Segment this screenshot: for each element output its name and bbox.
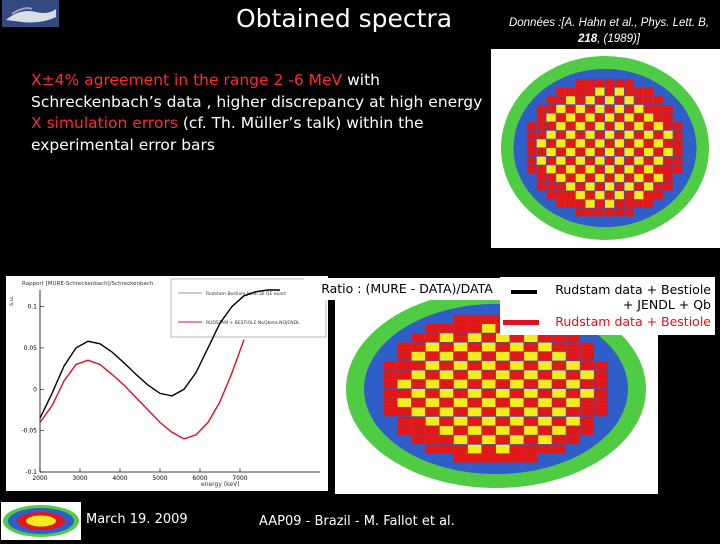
bullet-1: X±4% agreement in the range 2 -6 MeV wit…: [31, 70, 491, 113]
x-tick-label: 6000: [192, 475, 207, 482]
bullet-highlight: simulation errors: [46, 114, 178, 132]
chart-legend-entry-1: Rudstam Bestiole Jendl all QE exact: [206, 291, 286, 297]
x-tick-label: 2000: [32, 475, 47, 482]
x-tick-label: 4000: [112, 475, 127, 482]
y-tick-label: -0.1: [25, 469, 37, 476]
footer-text: AAP09 - Brazil - M. Fallot et al.: [259, 514, 455, 529]
legend-entry-2: Rudstam data + Bestiole: [555, 314, 711, 329]
legend-swatch-red: [503, 320, 539, 325]
reference-volume: 218: [577, 33, 598, 45]
plus-minus-symbol: ±: [41, 71, 55, 89]
legend-entry-1: Rudstam data + Bestiole + JENDL + Qb: [555, 282, 711, 312]
y-tick-label: 0.1: [27, 304, 37, 311]
y-tick-label: 0.05: [24, 345, 38, 352]
legend-box: Rudstam data + Bestiole + JENDL + Qb Rud…: [500, 277, 715, 335]
bullet-2: X simulation errors (cf. Th. Müller’s ta…: [31, 113, 491, 156]
chart-title: Rapport [MURE-Schreckenbach]/Schreckenba…: [22, 281, 154, 287]
bullet-text: X±4% agreement in the range 2 -6 MeV wit…: [31, 70, 491, 156]
ratio-chart: Rapport [MURE-Schreckenbach]/Schreckenba…: [6, 276, 328, 491]
bullet-highlight: 4% agreement in the range 2 -6 MeV: [54, 71, 343, 89]
ratio-label: Ratio : (MURE - DATA)/DATA: [304, 278, 510, 300]
reference-citation: Données :[A. Hahn et al., Phys. Lett. B,…: [500, 15, 718, 47]
series-line-1: [39, 289, 280, 419]
corner-photo: [2, 0, 59, 27]
ratio-chart-svg: Rapport [MURE-Schreckenbach]/Schreckenba…: [8, 278, 327, 488]
chart-legend: Rudstam Bestiole Jendl all QE exact RUDS…: [170, 278, 327, 338]
reference-authors: A. Hahn et al., Phys. Lett. B,: [564, 17, 710, 29]
x-axis-label: energy (keV): [201, 481, 240, 488]
series-line-2: [39, 339, 245, 440]
x-tick-label: 7000: [232, 475, 247, 482]
chart-legend-entry-2: RUDSTAM + BESTIOLE NoQbeta NOJENDL: [206, 320, 300, 326]
y-axis-label: s.u.: [8, 295, 15, 306]
x-tick-label: 3000: [72, 475, 87, 482]
bullet-rest: with Schreckenbach’s data , higher discr…: [31, 71, 483, 111]
core-map-image-top: [491, 49, 720, 248]
bullet-marker: X: [31, 114, 42, 132]
reference-prefix: Données :[: [508, 17, 565, 29]
reference-suffix: , (1989)]: [597, 33, 640, 45]
page-title: Obtained spectra: [236, 4, 453, 33]
y-tick-label: 0: [33, 386, 37, 393]
bullet-rest: (cf. Th. Müller’s talk) within the exper…: [31, 114, 424, 154]
bullet-marker: X: [31, 71, 42, 89]
y-tick-label: -0.05: [21, 428, 37, 435]
x-tick-label: 5000: [152, 475, 167, 482]
reactor-logo: [1, 502, 81, 540]
date-text: March 19. 2009: [86, 512, 188, 527]
legend-swatch-black: [511, 290, 537, 294]
